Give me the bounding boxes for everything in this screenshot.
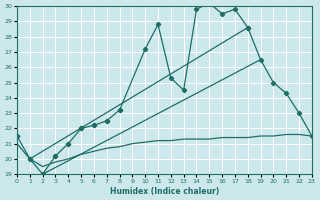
X-axis label: Humidex (Indice chaleur): Humidex (Indice chaleur) xyxy=(110,187,219,196)
